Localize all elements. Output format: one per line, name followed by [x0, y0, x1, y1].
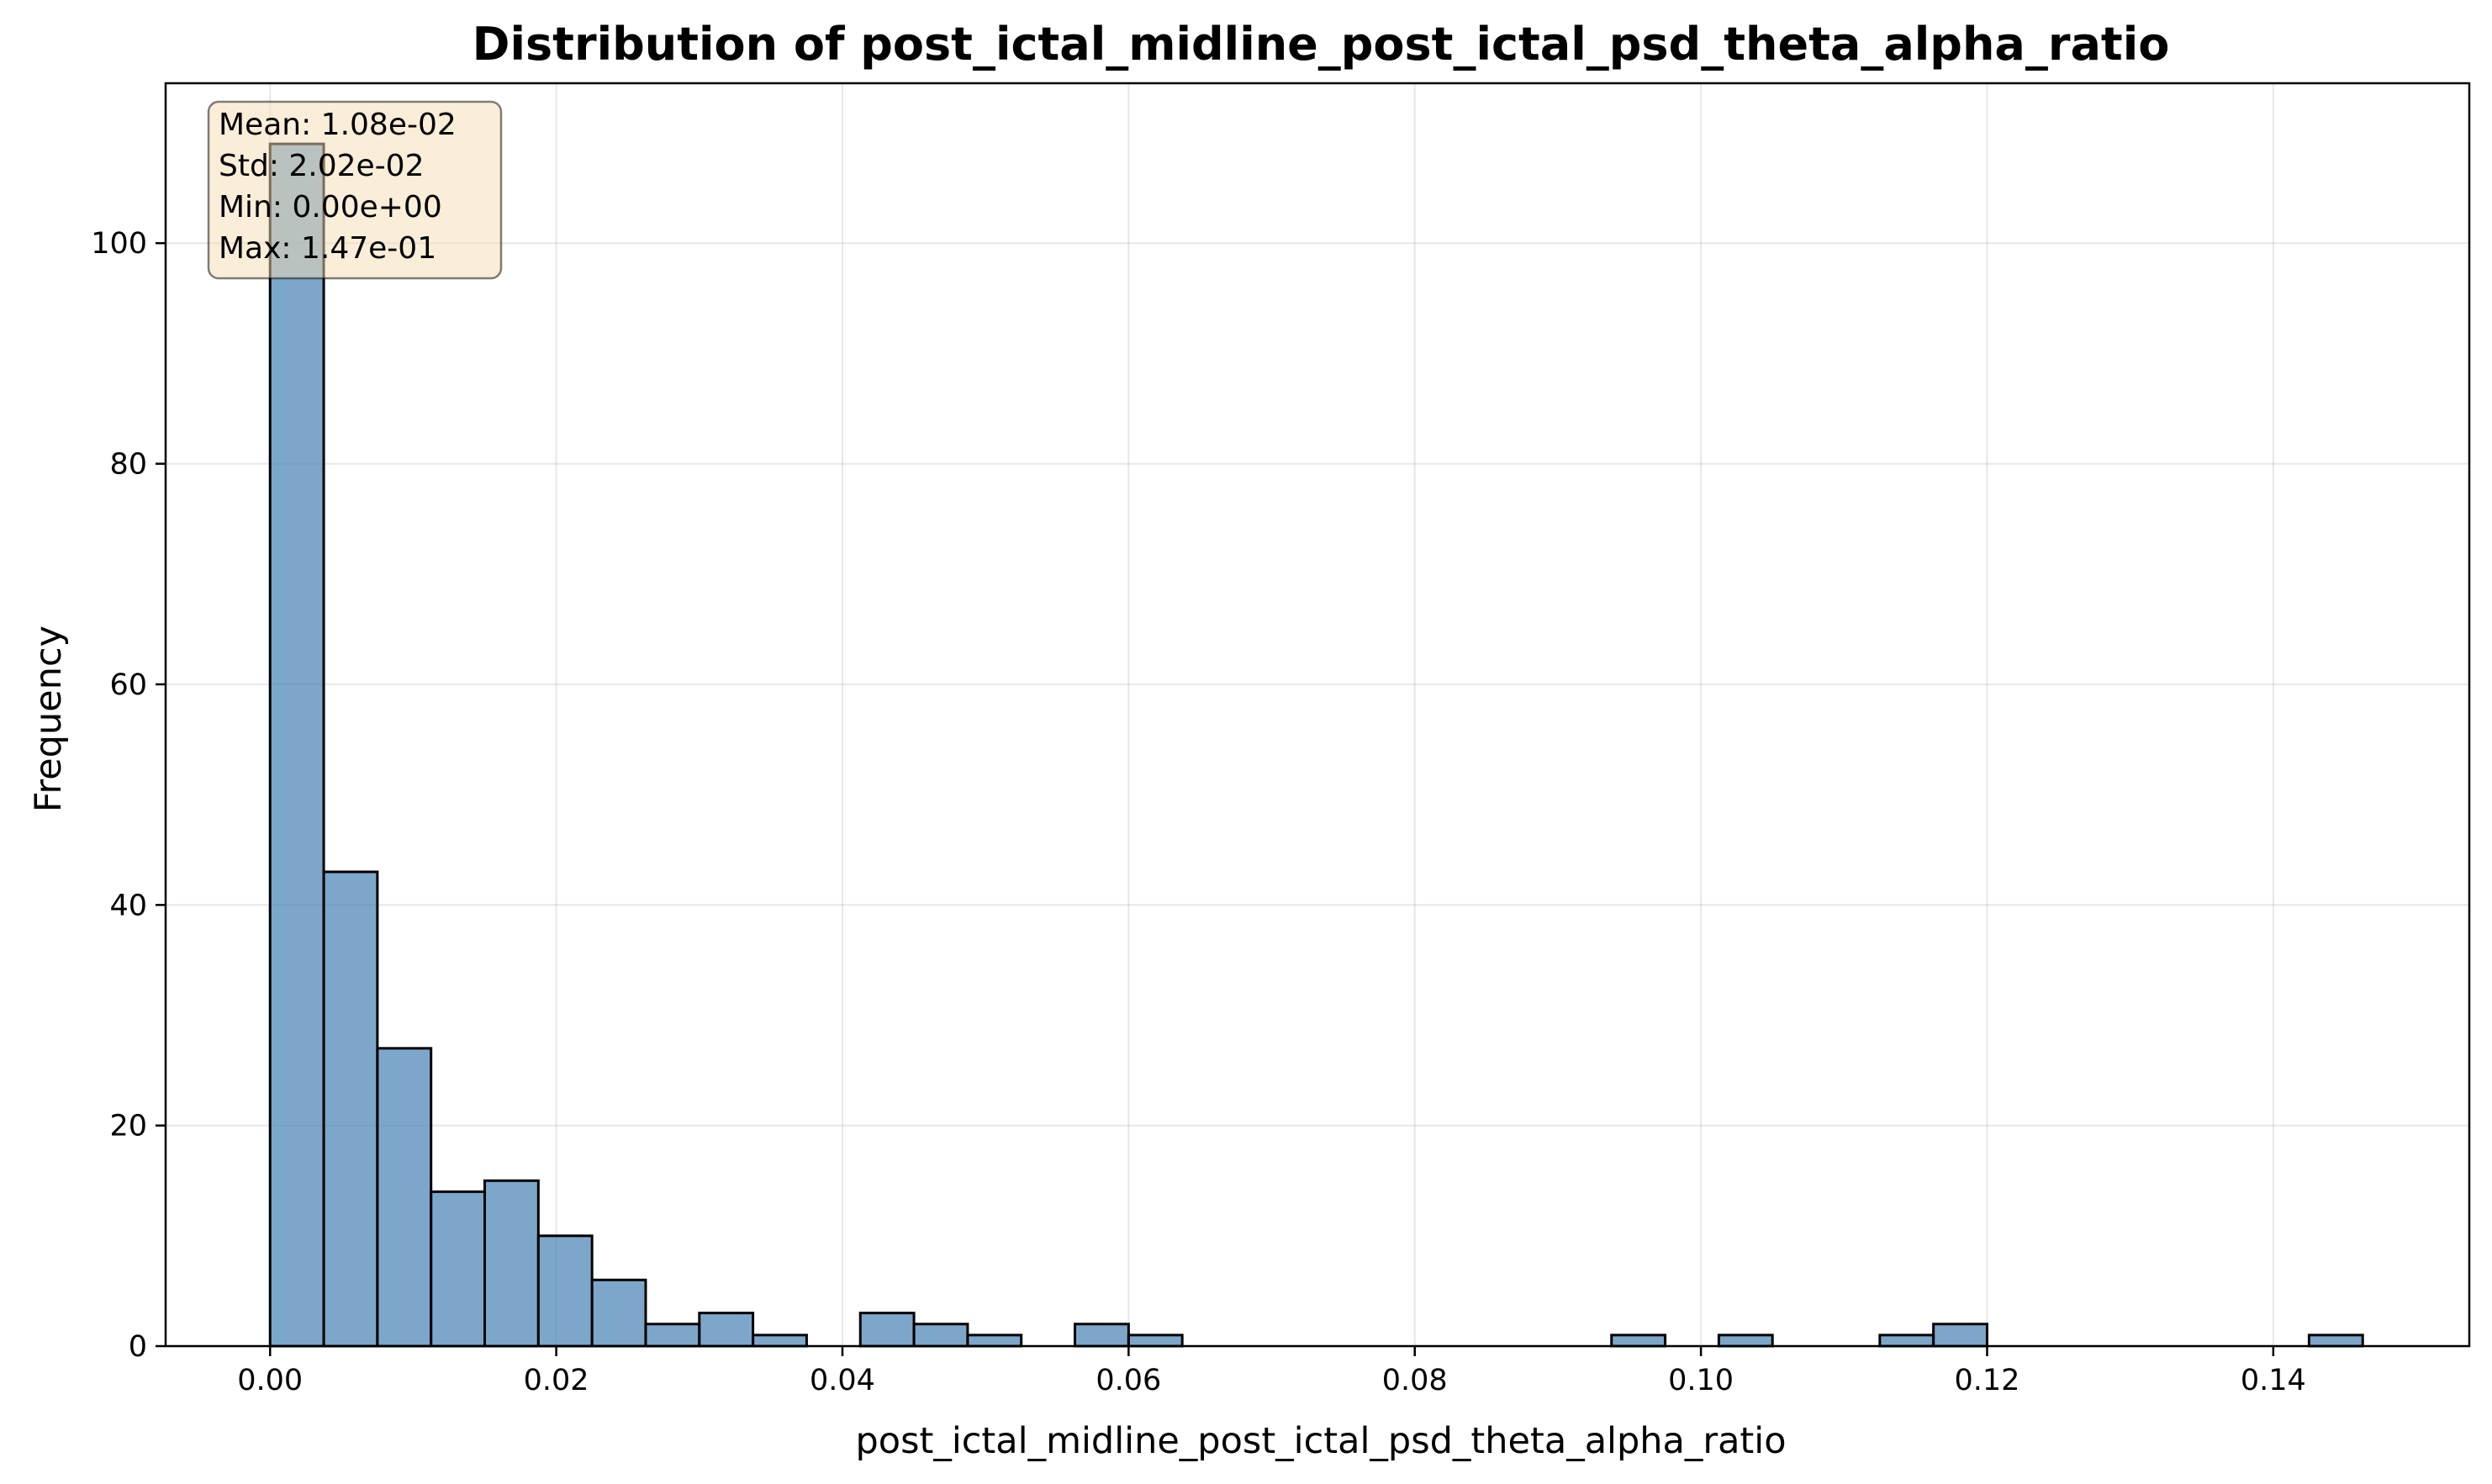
x-tick-label: 0.06	[1096, 1364, 1161, 1397]
plot-frame	[164, 82, 2471, 1348]
histogram-bars	[268, 142, 2364, 1348]
histogram-bar	[268, 142, 325, 1348]
histogram-bar	[966, 1333, 1023, 1348]
x-tick-label: 0.10	[1668, 1364, 1734, 1397]
histogram-bar	[752, 1333, 808, 1348]
x-tick-label: 0.00	[237, 1364, 303, 1397]
x-tick-label: 0.02	[524, 1364, 589, 1397]
stats-min: Min: 0.00e+00	[219, 190, 442, 224]
chart-title: Distribution of post_ictal_midline_post_…	[473, 18, 2170, 71]
histogram-bar	[1932, 1323, 1988, 1348]
histogram-bar	[430, 1190, 487, 1348]
y-tick-label: 80	[109, 448, 147, 482]
x-tick-label: 0.12	[1955, 1364, 2020, 1397]
histogram-bar	[376, 1047, 433, 1348]
stats-max: Max: 1.47e-01	[219, 231, 436, 266]
histogram-bar	[1074, 1323, 1130, 1348]
y-axis-label: Frequency	[28, 626, 70, 812]
histogram-bar	[483, 1179, 540, 1348]
histogram-bar	[698, 1312, 755, 1348]
histogram-bar	[1717, 1333, 1774, 1348]
stats-std: Std: 2.02e-02	[219, 149, 425, 183]
histogram-bar	[858, 1312, 916, 1348]
histogram-bar	[1610, 1333, 1667, 1348]
histogram-bar	[644, 1323, 701, 1348]
y-tick-label: 0	[129, 1330, 147, 1364]
y-tick-label: 60	[109, 668, 147, 702]
histogram-bar	[536, 1234, 594, 1348]
histogram-bar	[322, 870, 379, 1348]
histogram-bar	[1878, 1333, 1935, 1348]
x-tick-label: 0.04	[810, 1364, 875, 1397]
histogram-bar	[912, 1323, 969, 1348]
x-tick-label: 0.14	[2241, 1364, 2306, 1397]
stats-box: Mean: 1.08e-02 Std: 2.02e-02 Min: 0.00e+…	[207, 100, 503, 280]
x-tick-label: 0.08	[1382, 1364, 1448, 1397]
y-tick-label: 20	[109, 1110, 147, 1143]
y-axis-ticks: 0 20 40 60 80 100	[91, 227, 166, 1364]
y-tick-label: 40	[109, 889, 147, 922]
histogram-bar	[590, 1278, 647, 1348]
x-axis-label: post_ictal_midline_post_ictal_psd_theta_…	[855, 1420, 1786, 1462]
y-tick-label: 100	[91, 227, 147, 261]
stats-mean: Mean: 1.08e-02	[219, 108, 457, 142]
stats-box-background	[207, 100, 503, 280]
x-axis-ticks: 0.00 0.02 0.04 0.06 0.08 0.10 0.12 0.14	[237, 1346, 2306, 1397]
histogram-bar	[1127, 1333, 1184, 1348]
histogram-bar	[2307, 1333, 2364, 1348]
